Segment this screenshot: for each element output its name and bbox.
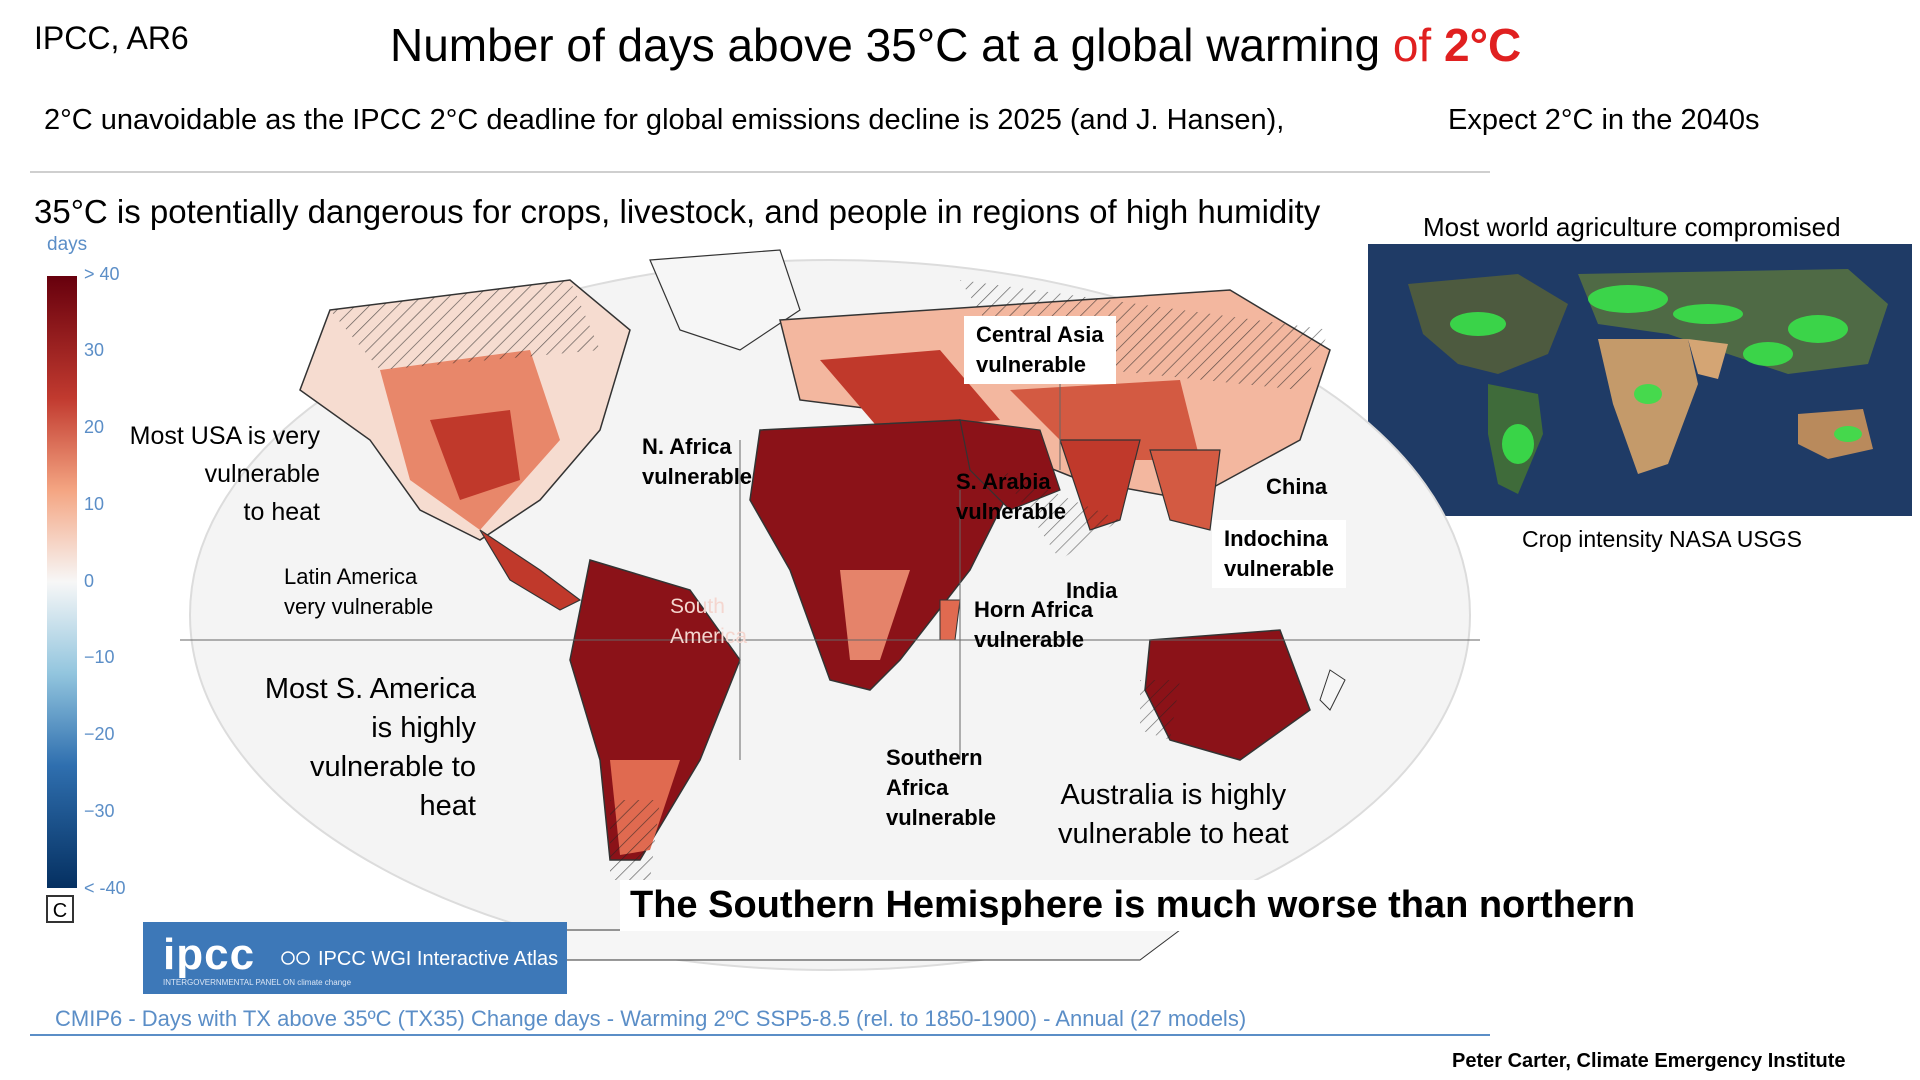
annotation-line: Most USA is very [129,422,320,450]
annotation-line: Southern [886,745,983,770]
annotation-line: vulnerable [204,460,320,488]
annotation-latin-america: Latin America very vulnerable [284,562,433,622]
legend-tick: 20 [84,417,105,437]
title-accent: of 2°C [1393,19,1521,71]
un-wmo-seal-icon [281,951,310,965]
legend-tick: 10 [84,494,105,514]
annotation-indochina: Indochina vulnerable [1212,520,1347,588]
legend-tick: 30 [84,340,105,360]
legend-unit-label: days [47,234,88,255]
legend-unit-toggle-button[interactable]: C [46,895,74,923]
annotation-line: vulnerable [976,352,1087,377]
annotation-south-america: Most S. America is highly vulnerable to … [230,670,476,826]
dataset-caption: CMIP6 - Days with TX above 35ºC (TX35) C… [55,1006,1247,1031]
ipcc-atlas-label: IPCC WGI Interactive Atlas [318,948,559,970]
annotation-line: is highly [371,712,476,744]
annotation-line: Indochina [1224,526,1328,551]
annotation-line: heat [419,790,476,822]
annotation-line: Africa [886,775,949,800]
legend-tick: −30 [84,801,115,821]
divider-top [30,171,1490,173]
subtitle-expectation: Expect 2°C in the 2040s [1448,104,1760,136]
annotation-line: very vulnerable [284,594,434,619]
annotation-southern-africa: Southern Africa vulnerable [886,743,996,833]
annotation-line: vulnerable [1224,556,1335,581]
author-credit: Peter Carter, Climate Emergency Institut… [1452,1050,1846,1072]
annotation-line: vulnerable to [309,751,476,783]
annotation-line: vulnerable [956,499,1067,524]
legend-tick: −20 [84,724,115,744]
legend-tick: > 40 [84,264,120,284]
inset-heading: Most world agriculture compromised [1423,212,1841,242]
annotation-central-asia: Central Asia vulnerable [964,316,1116,384]
annotation-line: vulnerable [974,627,1085,652]
annotation-line: South [670,595,725,618]
hemisphere-note: The Southern Hemisphere is much worse th… [620,880,1646,931]
annotation-line: N. Africa [642,434,732,459]
color-scale-bar [47,276,77,888]
annotation-line: Central Asia [976,322,1104,347]
legend-tick: < -40 [84,878,126,898]
annotation-line: Australia is highly [1060,779,1287,811]
legend-tick: −10 [84,647,115,667]
annotation-line: to heat [243,498,320,526]
ipcc-atlas-banner[interactable]: ipcc INTERGOVERNMENTAL PANEL ON climate … [143,922,567,994]
annotation-line: vulnerable [886,805,997,830]
annotation-line: Latin America [284,564,418,589]
annotation-s-arabia: S. Arabia vulnerable [956,467,1066,527]
annotation-line: S. Arabia [956,469,1051,494]
annotation-n-africa: N. Africa vulnerable [642,432,752,492]
annotation-usa: Most USA is very vulnerable to heat [100,417,320,531]
title-accent-bold: 2°C [1443,19,1522,71]
divider-bottom [30,1034,1490,1036]
title-accent-text: of [1392,19,1444,71]
annotation-australia: Australia is highly vulnerable to heat [1058,776,1289,854]
annotation-india: India [1066,578,1118,603]
inset-caption: Crop intensity NASA USGS [1522,526,1802,552]
annotation-line: vulnerable to heat [1058,818,1289,850]
source-label: IPCC, AR6 [34,20,189,56]
annotation-line: America [670,625,748,648]
map-region-label: South America [670,592,747,652]
title-main-text: Number of days above 35°C at a global wa… [390,19,1393,71]
annotation-line: Most S. America [264,673,476,705]
annotation-horn-africa: Horn Africa vulnerable [974,595,1093,655]
world-heat-days-map [180,249,1480,971]
crop-intensity-map-image [1368,244,1912,516]
danger-note: 35°C is potentially dangerous for crops,… [34,193,1321,230]
annotation-line: vulnerable [642,464,753,489]
annotation-china: China [1266,474,1328,499]
annotation-line: Horn Africa [974,597,1093,622]
subtitle-deadline: 2°C unavoidable as the IPCC 2°C deadline… [44,104,1285,136]
ipcc-logo-subtext: INTERGOVERNMENTAL PANEL ON climate chang… [163,978,352,987]
ipcc-logo: ipcc [163,930,256,979]
page-title: Number of days above 35°C at a global wa… [390,18,1521,72]
legend-tick: 0 [84,571,95,591]
